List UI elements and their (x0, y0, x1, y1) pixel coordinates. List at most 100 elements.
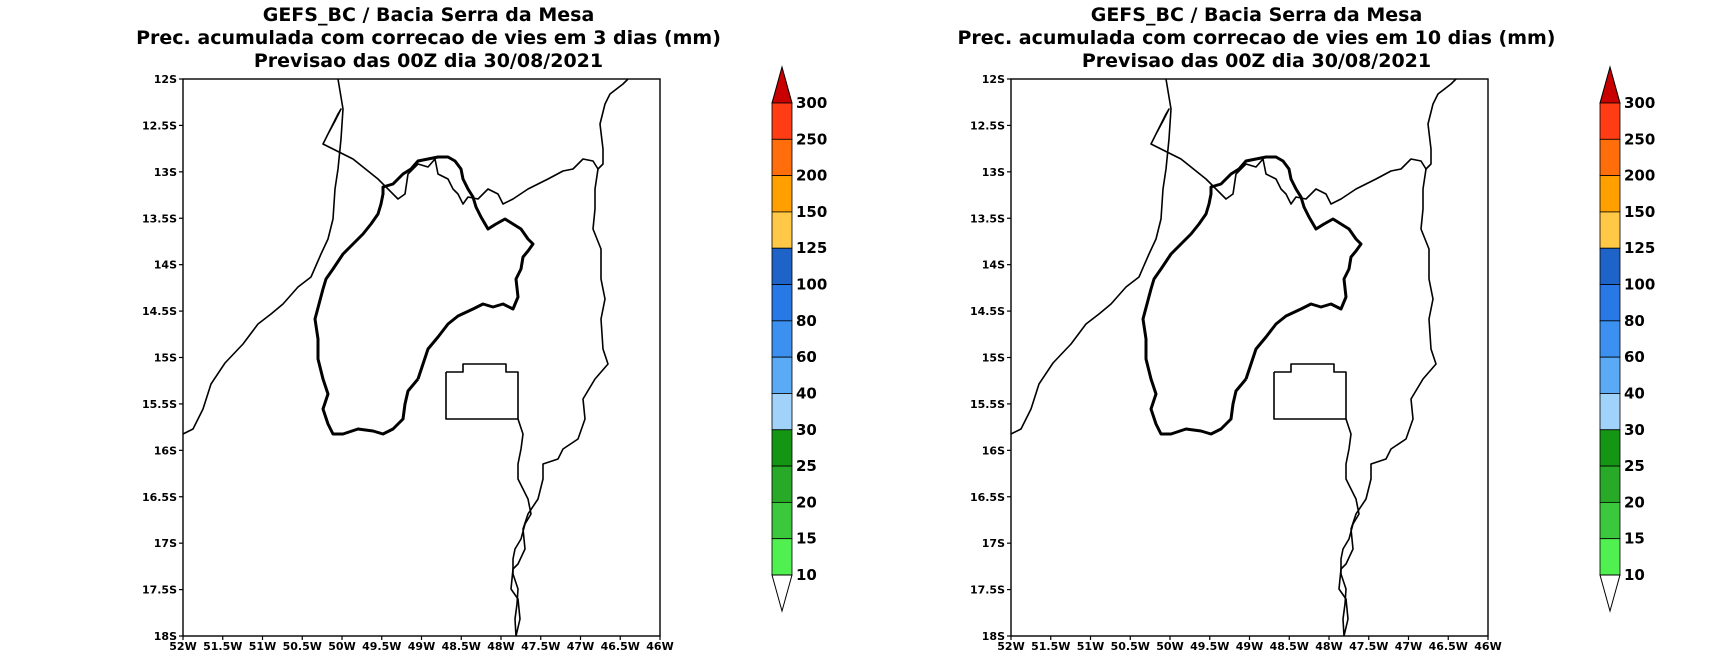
state-boundary-south (512, 418, 532, 637)
colorbar-label: 250 (1624, 130, 1655, 148)
colorbar-label: 40 (1624, 384, 1645, 402)
lon-tick-label: 50.5W (1111, 640, 1150, 653)
lat-tick-label: 14S (154, 259, 177, 272)
map-figure: 12S 12.5S 13S 13.5S 14S 14.5S 15S 15.5S 16S 16.5S… (142, 65, 827, 653)
colorbar-label: 300 (1624, 94, 1655, 112)
lat-tick-label: 18S (982, 630, 1005, 643)
colorbar-label: 125 (1624, 239, 1655, 257)
map-title-line1: GEFS_BC / Bacia Serra da Mesa (262, 4, 595, 26)
colorbar-label: 40 (796, 384, 817, 402)
colorbar-swatch (771, 175, 793, 213)
state-boundary-west (182, 78, 344, 435)
map-frame (182, 78, 661, 637)
colorbar-swatch (1599, 284, 1621, 322)
state-boundary-east (1338, 168, 1437, 637)
lat-tick-label: 12S (982, 73, 1005, 86)
colorbar-label: 20 (1624, 493, 1645, 511)
colorbar-swatch (1599, 211, 1621, 249)
lat-tick-label: 13.5S (970, 212, 1005, 225)
lon-tick-label: 51W (249, 640, 276, 653)
lat-tick-label: 12S (154, 73, 177, 86)
lon-tick-label: 50.5W (283, 640, 322, 653)
colorbar-upper-arrow (1599, 65, 1621, 104)
lon-tick-label: 46.5W (601, 640, 640, 653)
colorbar-label: 20 (796, 493, 817, 511)
lat-tick-label: 15.5S (142, 398, 177, 411)
colorbar-swatch (771, 247, 793, 285)
colorbar-swatch (771, 284, 793, 322)
lat-tick-label: 16.5S (970, 491, 1005, 504)
colorbar-label: 30 (1624, 421, 1645, 439)
lat-tick-label: 14.5S (142, 305, 177, 318)
colorbar-swatch (771, 538, 793, 576)
colorbar-lower-arrow (771, 574, 793, 613)
lon-tick-label: 52W (997, 640, 1024, 653)
lat-tick-label: 18S (154, 630, 177, 643)
lon-tick-label: 49W (1236, 640, 1263, 653)
colorbar-swatch (1599, 175, 1621, 213)
state-boundary-south (1340, 418, 1360, 637)
colorbar-label: 10 (796, 566, 817, 584)
colorbar-swatch (1599, 320, 1621, 358)
map-title-line2: Prec. acumulada com correcao de vies em … (136, 27, 721, 49)
lat-tick-label: 13S (154, 166, 177, 179)
lon-tick-label: 47W (1395, 640, 1422, 653)
serra-da-mesa-basin-outline (1141, 155, 1363, 436)
state-boundary-north (1150, 78, 1457, 205)
lat-tick-label: 12.5S (970, 119, 1005, 132)
sub-region-boundary (445, 363, 519, 420)
lon-tick-label: 49.5W (362, 640, 401, 653)
sub-region-boundary (1273, 363, 1347, 420)
lat-tick-label: 16.5S (142, 491, 177, 504)
map-title-line2: Prec. acumulada com correcao de vies em … (957, 27, 1556, 49)
colorbar-label: 25 (1624, 457, 1645, 475)
colorbar: 300 250 200 150 125 100 80 60 40 30 25 20 15 10 (771, 65, 827, 613)
lon-tick-label: 47.5W (521, 640, 560, 653)
lat-tick-label: 17S (154, 537, 177, 550)
map-title-line3: Previsao das 00Z dia 30/08/2021 (1081, 50, 1432, 72)
lon-tick-label: 50W (328, 640, 355, 653)
lon-tick-label: 48W (487, 640, 514, 653)
lon-tick-label: 47W (567, 640, 594, 653)
colorbar-label: 30 (796, 421, 817, 439)
lat-tick-label: 16S (154, 444, 177, 457)
colorbar-swatch (1599, 465, 1621, 503)
lat-tick-label: 17.5S (970, 584, 1005, 597)
colorbar-swatch (771, 102, 793, 140)
colorbar-swatch (1599, 393, 1621, 431)
colorbar-swatch (771, 211, 793, 249)
colorbar-swatch (1599, 538, 1621, 576)
colorbar-label: 150 (1624, 203, 1655, 221)
colorbar-swatch (1599, 501, 1621, 540)
lat-tick-label: 15S (982, 352, 1005, 365)
colorbar-label: 25 (796, 457, 817, 475)
colorbar-lower-arrow (1599, 574, 1621, 613)
colorbar-upper-arrow (771, 65, 793, 104)
colorbar-label: 300 (796, 94, 827, 112)
colorbar-swatch (771, 320, 793, 358)
colorbar-swatch (771, 138, 793, 177)
colorbar-label: 60 (1624, 348, 1645, 366)
colorbar-label: 125 (796, 239, 827, 257)
lon-tick-label: 51.5W (1031, 640, 1070, 653)
colorbar-swatch (771, 465, 793, 503)
colorbar-label: 100 (796, 276, 827, 294)
map-panel-10-days: GEFS_BC / Bacia Serra da Mesa Prec. acum… (828, 0, 1685, 664)
lat-tick-label: 14.5S (970, 305, 1005, 318)
map-panel-3-days: GEFS_BC / Bacia Serra da Mesa Prec. acum… (136, 4, 827, 653)
lat-tick-label: 17S (982, 537, 1005, 550)
serra-da-mesa-basin-outline (313, 155, 535, 436)
lat-tick-label: 16S (982, 444, 1005, 457)
map-title-line1: GEFS_BC / Bacia Serra da Mesa (1090, 4, 1423, 26)
map-area (1010, 78, 1489, 637)
lon-tick-label: 51.5W (203, 640, 242, 653)
lon-tick-label: 52W (169, 640, 196, 653)
lat-tick-label: 13.5S (142, 212, 177, 225)
colorbar-swatch (771, 393, 793, 431)
colorbar-swatch (1599, 102, 1621, 140)
lon-tick-label: 47.5W (1349, 640, 1388, 653)
lat-tick-label: 14S (982, 259, 1005, 272)
colorbar-swatch (771, 501, 793, 540)
colorbar-label: 15 (796, 530, 817, 548)
state-boundary-west (1010, 78, 1172, 435)
